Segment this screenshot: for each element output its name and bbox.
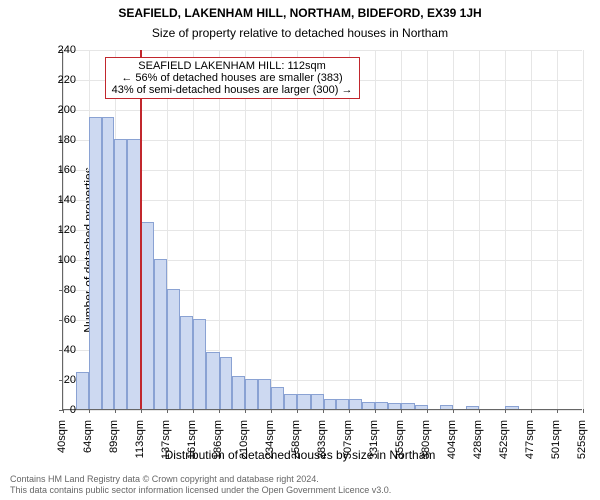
histogram-bar (362, 402, 375, 410)
gridline-v (427, 50, 428, 409)
histogram-bar (76, 372, 89, 410)
gridline-v (453, 50, 454, 409)
histogram-bar (114, 139, 127, 409)
histogram-bar (336, 399, 349, 410)
gridline-v (349, 50, 350, 409)
histogram-bar (193, 319, 206, 409)
histogram-bar (245, 379, 258, 409)
y-tick-label: 220 (36, 74, 76, 86)
gridline-v (375, 50, 376, 409)
gridline-v (505, 50, 506, 409)
y-tick-label: 0 (36, 404, 76, 416)
y-tick-label: 180 (36, 134, 76, 146)
y-tick-label: 80 (36, 284, 76, 296)
y-tick-label: 120 (36, 224, 76, 236)
histogram-bar (311, 394, 324, 409)
plot-area: SEAFIELD LAKENHAM HILL: 112sqm← 56% of d… (62, 50, 582, 410)
histogram-bar (141, 222, 154, 410)
chart-title-sub: Size of property relative to detached ho… (0, 26, 600, 40)
y-tick-label: 160 (36, 164, 76, 176)
histogram-bar (505, 406, 519, 409)
y-tick-label: 240 (36, 44, 76, 56)
histogram-bar (401, 403, 415, 409)
histogram-bar (154, 259, 167, 409)
chart-title-main: SEAFIELD, LAKENHAM HILL, NORTHAM, BIDEFO… (0, 6, 600, 20)
footer-line1: Contains HM Land Registry data © Crown c… (10, 474, 391, 485)
gridline-v (479, 50, 480, 409)
histogram-bar (102, 117, 115, 410)
annotation-line3: 43% of semi-detached houses are larger (… (112, 84, 353, 96)
y-tick-label: 60 (36, 314, 76, 326)
histogram-bar (232, 376, 245, 409)
footer-line2: This data contains public sector informa… (10, 485, 391, 496)
y-tick-label: 40 (36, 344, 76, 356)
histogram-bar (127, 139, 141, 409)
reference-line (140, 50, 142, 409)
annotation-line2: ← 56% of detached houses are smaller (38… (112, 72, 353, 84)
gridline-v (297, 50, 298, 409)
y-tick-label: 100 (36, 254, 76, 266)
x-axis-label: Distribution of detached houses by size … (0, 448, 600, 462)
histogram-bar (206, 352, 220, 409)
gridline-v (583, 50, 584, 409)
gridline-v (245, 50, 246, 409)
gridline-v (401, 50, 402, 409)
annotation-line1: SEAFIELD LAKENHAM HILL: 112sqm (112, 60, 353, 72)
histogram-bar (89, 117, 102, 410)
histogram-bar (297, 394, 311, 409)
annotation-box: SEAFIELD LAKENHAM HILL: 112sqm← 56% of d… (105, 57, 360, 99)
histogram-bar (284, 394, 297, 409)
histogram-bar (271, 387, 284, 410)
histogram-bar (440, 405, 453, 410)
y-tick-label: 200 (36, 104, 76, 116)
gridline-v (531, 50, 532, 409)
histogram-bar (466, 406, 479, 409)
gridline-v (323, 50, 324, 409)
histogram-bar (375, 402, 388, 410)
histogram-bar (258, 379, 271, 409)
y-tick-label: 20 (36, 374, 76, 386)
y-tick-label: 140 (36, 194, 76, 206)
histogram-bar (349, 399, 362, 410)
histogram-bar (180, 316, 193, 409)
histogram-bar (167, 289, 180, 409)
gridline-v (557, 50, 558, 409)
histogram-bar (415, 405, 428, 410)
chart-container: SEAFIELD, LAKENHAM HILL, NORTHAM, BIDEFO… (0, 0, 600, 500)
histogram-bar (220, 357, 233, 410)
histogram-bar (388, 403, 401, 409)
histogram-bar (324, 399, 337, 410)
gridline-v (271, 50, 272, 409)
footer-attribution: Contains HM Land Registry data © Crown c… (10, 474, 391, 496)
